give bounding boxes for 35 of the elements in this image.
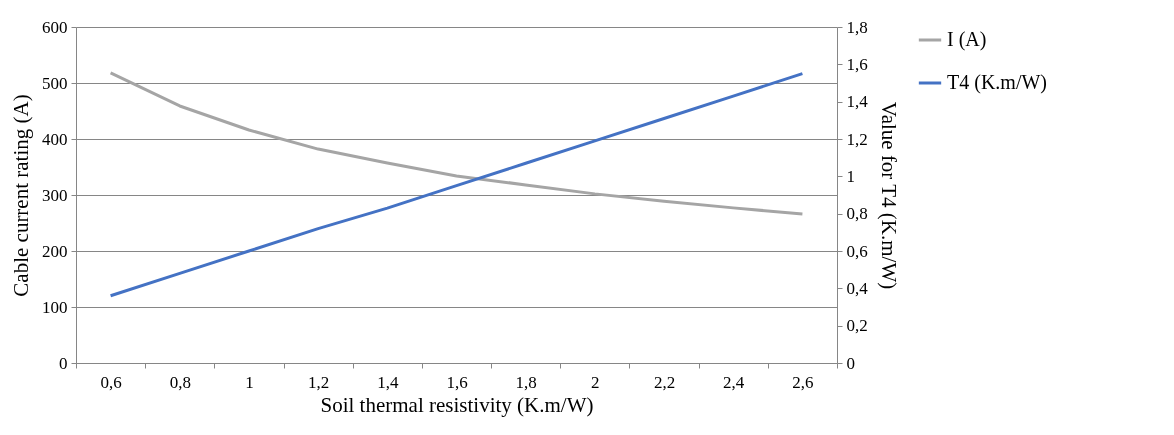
y2-tick-label: 1: [846, 166, 855, 186]
x-tick-label: 1,8: [515, 372, 537, 392]
y-tick-label: 400: [42, 129, 68, 149]
x-tick-label: 0,6: [100, 372, 122, 392]
y-tick-label: 100: [42, 297, 68, 317]
line-series: [109, 71, 804, 216]
x-tick-label: 1,2: [308, 372, 330, 392]
y2-tick-label: 0: [846, 353, 855, 373]
y2-tick-label: 0,4: [846, 278, 869, 298]
y2-tick-label: 0,6: [846, 241, 868, 261]
legend-label: T4 (K.m/W): [947, 71, 1047, 94]
line-series: [109, 72, 804, 298]
y2-tick-label: 1,8: [846, 17, 868, 37]
y2-tick-label: 0,8: [846, 204, 868, 224]
y2-tick-label: 1,6: [846, 54, 868, 74]
x-axis-title: Soil thermal resistivity (K.m/W): [320, 392, 594, 417]
y-tick-label: 200: [42, 241, 68, 261]
y-tick-label: 500: [42, 73, 68, 93]
x-tick-label: 2,4: [723, 372, 745, 392]
y2-tick-label: 1,4: [846, 92, 869, 112]
y-tick-label: 300: [42, 185, 68, 205]
y-tick-label: 600: [42, 17, 68, 37]
x-tick-label: 2,2: [653, 372, 676, 392]
x-tick-label: 1,6: [446, 372, 468, 392]
legend-label: I (A): [947, 28, 987, 51]
y2-tick-label: 1,2: [846, 129, 868, 149]
y-axis-title: Cable current rating (A): [9, 94, 33, 297]
y2-tick-label: 0,2: [846, 316, 868, 336]
x-tick-label: 0,8: [169, 372, 191, 392]
x-tick-label: 2,6: [792, 372, 814, 392]
y-tick-label: 0: [59, 353, 68, 373]
y2-axis-title: Value for T4 (K.m/W): [876, 101, 901, 290]
x-tick-label: 1: [245, 372, 254, 392]
x-tick-label: 2: [591, 372, 600, 392]
x-tick-label: 1,4: [377, 372, 399, 392]
